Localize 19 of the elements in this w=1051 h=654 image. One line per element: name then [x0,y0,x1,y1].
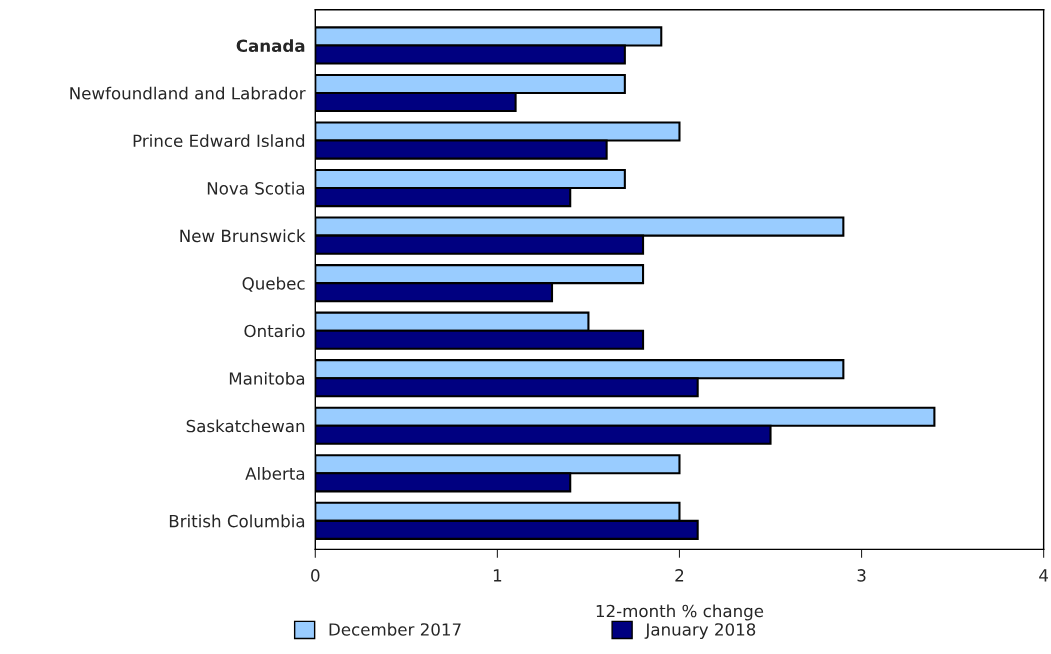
y-tick-label: New Brunswick [180,229,306,243]
y-tick-label: Newfoundland and Labrador [70,86,306,100]
x-tick-label: 1 [493,569,502,582]
x-tick-label: 4 [1039,569,1049,582]
x-tick-label: 2 [675,569,684,582]
x-tick-label: 3 [857,569,866,582]
y-tick-label: Ontario [244,324,305,338]
y-tick-label: Nova Scotia [207,181,305,195]
x-axis-title: 12-month % change [596,604,764,621]
y-tick-label: Alberta [245,466,305,480]
x-tick-label: 0 [311,569,320,582]
y-tick-label: Quebec [242,276,305,292]
y-tick-label: Manitoba [229,371,305,385]
legend-label: January 2018 [644,623,756,639]
y-tick-label: British Columbia [169,514,305,528]
y-tick-label: Prince Edward Island [133,134,305,148]
y-tick-label: Saskatchewan [186,419,305,433]
legend-label: December 2017 [329,622,461,636]
y-tick-label: Canada [236,39,305,53]
